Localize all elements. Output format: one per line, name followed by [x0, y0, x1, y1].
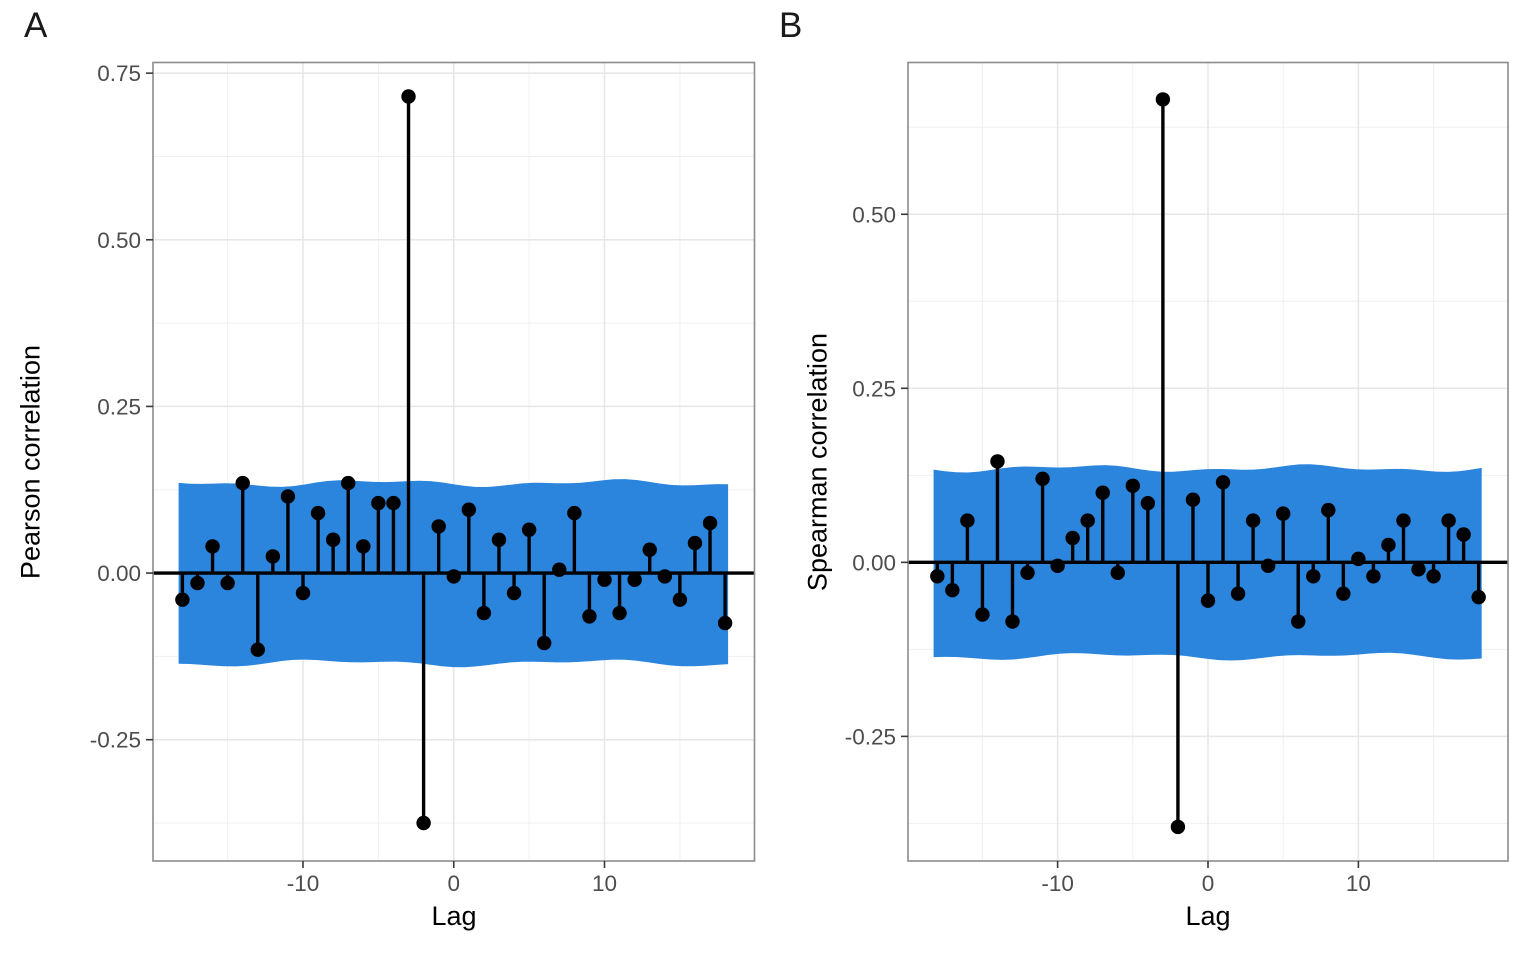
- panel-b-stem-dot: [1125, 478, 1141, 493]
- panel-a-y-tick-label: 0.50: [97, 228, 141, 253]
- panel-a-stem-dot: [672, 592, 688, 607]
- panel-a-stem-dot: [461, 502, 477, 517]
- panel-a-y-tick-label: -0.25: [90, 728, 141, 753]
- panel-a-stem-dot: [341, 475, 356, 491]
- panel-a-stem-dot: [265, 549, 281, 564]
- panel-b-stem-dot: [1185, 492, 1201, 507]
- panel-a-x-tick-label: 10: [592, 871, 617, 896]
- panel-a-stem-dot: [280, 489, 296, 504]
- panel-b-y-tick-label: -0.25: [845, 724, 896, 749]
- panel-a-stem-dot: [491, 532, 507, 547]
- panel-a-x-tick-label: 0: [447, 871, 460, 896]
- panel-b-stem-dot: [1050, 558, 1065, 574]
- panel-b-stem-dot: [1291, 614, 1306, 629]
- panel-b-stem-dot: [1396, 513, 1411, 528]
- panel-b-stem-dot: [1351, 551, 1366, 567]
- panel-b-stem-dot: [1471, 589, 1486, 605]
- panel-a-stem-dot: [250, 642, 265, 657]
- panel-b-stem-dot: [975, 607, 990, 622]
- panel-a-stem-dot: [416, 815, 431, 831]
- panel-b-stem-dot: [1336, 586, 1351, 601]
- panel-b-y-tick-label: 0.25: [852, 376, 896, 401]
- panel-b-stem-dot: [1140, 495, 1156, 511]
- panel-b-stem-dot: [1110, 565, 1125, 580]
- panel-b-x-tick-label: 10: [1346, 871, 1371, 896]
- panel-a-y-tick-label: 0.75: [97, 61, 141, 86]
- panel-b-stem-dot: [1095, 485, 1110, 500]
- panel-a-stem-dot: [356, 539, 371, 554]
- panel-b-stem-dot: [1456, 527, 1471, 542]
- panel-a-stem-dot: [325, 532, 341, 547]
- panel-a-stem-dot: [582, 609, 597, 624]
- panel-b-stem-dot: [990, 454, 1005, 469]
- panel-b-stem-dot: [930, 569, 945, 584]
- panel-a-stem-dot: [220, 575, 235, 591]
- panel-b-stem-dot: [1080, 513, 1095, 528]
- panel-b-stem-dot: [1005, 614, 1020, 629]
- panel-b-stem-dot: [1035, 471, 1050, 487]
- panel-b-stem-dot: [1306, 569, 1321, 584]
- panel-b-stem-dot: [1381, 537, 1396, 553]
- panel-a-stem-dot: [717, 615, 733, 631]
- panel-a-stem-dot: [597, 572, 612, 587]
- panel-b-stem-dot: [1411, 562, 1426, 577]
- panel-a-stem-dot: [190, 575, 205, 591]
- panel-a-x-tick-label: -10: [287, 871, 320, 896]
- panel-b-stem-dot: [1215, 475, 1231, 490]
- panel-a-stem-dot: [702, 515, 718, 531]
- panel-a-stem-dot: [612, 605, 627, 621]
- panel-a-stem-dot: [175, 592, 190, 607]
- panel-b-x-axis-title: Lag: [1185, 901, 1231, 931]
- panel-a-stem-dot: [552, 562, 567, 577]
- panel-a-stem-dot: [567, 505, 582, 521]
- panel-b-stem-dot: [1321, 502, 1336, 518]
- panel-a-y-axis-title: Pearson correlation: [15, 344, 46, 580]
- panel-a-stem-dot: [235, 475, 250, 491]
- panel-a-stem-dot: [401, 89, 416, 104]
- panel-b-stem-dot: [1275, 506, 1291, 521]
- panel-b-stem-dot: [1200, 593, 1216, 608]
- panel-a-stem-dot: [521, 522, 537, 537]
- panel-a-stem-dot: [446, 569, 461, 584]
- panel-b-stem-dot: [1441, 513, 1456, 528]
- panel-a-stem-dot: [205, 539, 220, 554]
- panel-b-stem-dot: [1366, 569, 1381, 584]
- panel-a-stem-dot: [642, 542, 657, 557]
- panel-b-stem-dot: [1230, 586, 1246, 601]
- panel-b-stem-dot: [960, 513, 975, 528]
- panel-b-stem-dot: [1426, 569, 1441, 584]
- panel-a-stem-dot: [537, 635, 552, 651]
- panel-a-stem-dot: [687, 535, 703, 551]
- panel-a-y-tick-label: 0.00: [97, 561, 141, 586]
- panel-a-stem-dot: [431, 519, 446, 534]
- panel-a-stem-dot: [627, 572, 642, 587]
- panel-b-stem-dot: [1260, 558, 1276, 574]
- panel-a-stem-dot: [310, 505, 326, 521]
- panel-a-stem-dot: [506, 585, 522, 601]
- panel-a-stem-dot: [657, 569, 673, 584]
- panel-b-stem-dot: [1245, 513, 1261, 528]
- panel-a-stem-dot: [371, 495, 386, 511]
- panel-b-stem-dot: [1155, 92, 1171, 107]
- panel-b-stem-dot: [1065, 530, 1080, 546]
- panel-b-x-tick-label: 0: [1202, 871, 1215, 896]
- panel-b-y-tick-label: 0.50: [852, 202, 896, 227]
- panel-b-stem-dot: [1020, 565, 1035, 580]
- panel-b-y-tick-label: 0.00: [852, 550, 896, 575]
- panel-a-stem-dot: [476, 605, 492, 621]
- panel-b-x-tick-label: -10: [1041, 871, 1074, 896]
- panel-b-stem-dot: [1170, 819, 1186, 835]
- panel-b-stem-dot: [945, 582, 960, 598]
- panel-b-y-axis-title: Spearman correlation: [802, 332, 833, 592]
- panel-a-x-axis-title: Lag: [431, 901, 477, 931]
- panel-a-stem-dot: [295, 585, 311, 601]
- panel-a-letter: A: [24, 6, 48, 45]
- panel-a-stem-dot: [386, 495, 401, 511]
- panel-a-y-tick-label: 0.25: [97, 394, 141, 419]
- panel-b-letter: B: [779, 6, 803, 45]
